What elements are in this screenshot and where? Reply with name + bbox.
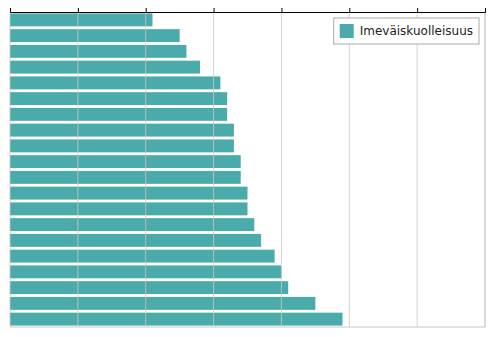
bar (10, 171, 241, 184)
tick-mark (214, 8, 215, 12)
bar (10, 313, 343, 326)
bars (10, 13, 343, 325)
grid-line (349, 12, 350, 327)
tick (417, 8, 418, 12)
tick (485, 8, 486, 12)
bar (10, 281, 288, 294)
bar (10, 250, 275, 263)
bar (10, 13, 153, 26)
frame-right (485, 12, 486, 327)
grid-line (77, 12, 78, 327)
tick-mark (349, 8, 350, 12)
grid-line (213, 12, 214, 327)
y-axis (10, 20, 11, 319)
tick-mark (10, 8, 11, 12)
bar (10, 234, 261, 247)
tick-mark (78, 8, 79, 12)
legend-box (334, 18, 479, 44)
bar (10, 92, 227, 105)
bar (10, 297, 315, 310)
grid-line (485, 12, 486, 327)
bar (10, 155, 241, 168)
tick (10, 8, 11, 12)
tick (78, 8, 79, 12)
tick-mark (281, 8, 282, 12)
axis-line (11, 8, 486, 13)
frame-bottom (10, 327, 485, 328)
bar (10, 29, 180, 42)
tick (214, 8, 215, 12)
bar (10, 139, 234, 152)
legend-label: Imeväiskuolleisuus (360, 24, 473, 38)
tick-mark (146, 8, 147, 12)
tick-mark (485, 8, 486, 12)
bar (10, 45, 186, 58)
grid (10, 12, 485, 327)
grid-line (145, 12, 146, 327)
bar (10, 187, 248, 200)
grid-line (281, 12, 282, 327)
tick (146, 8, 147, 12)
bar (10, 218, 254, 231)
grid-line (10, 12, 11, 327)
legend-swatch (340, 24, 354, 38)
bar (10, 202, 248, 215)
tick-mark (417, 8, 418, 12)
bar (10, 124, 234, 137)
legend: Imeväiskuolleisuus (334, 18, 479, 44)
bar (10, 108, 227, 121)
bar (10, 61, 200, 74)
x-axis (11, 8, 486, 13)
plot: Imeväiskuolleisuus (10, 8, 486, 327)
chart: Imeväiskuolleisuus (0, 0, 497, 337)
tick (349, 8, 350, 12)
bar (10, 76, 220, 89)
tick (281, 8, 282, 12)
grid-line (417, 12, 418, 327)
